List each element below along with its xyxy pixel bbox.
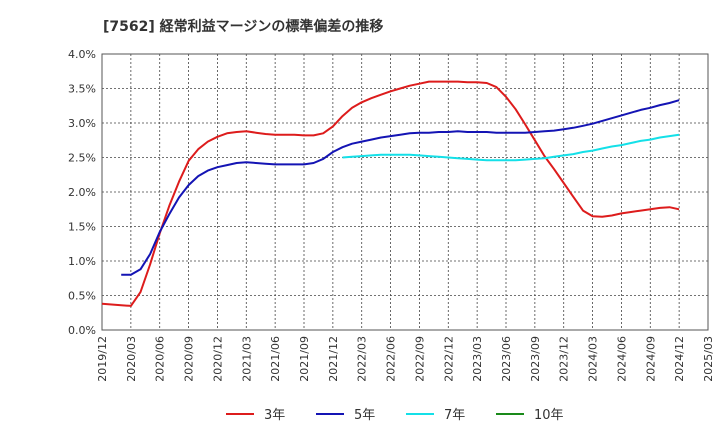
- y-tick-label: 0.0%: [68, 324, 96, 337]
- x-tick-label: 2019/12: [96, 336, 109, 382]
- x-tick-label: 2024/06: [615, 336, 628, 382]
- x-tick-label: 2023/03: [471, 336, 484, 382]
- y-tick-label: 1.5%: [68, 221, 96, 234]
- x-tick-label: 2021/12: [327, 336, 340, 382]
- x-tick-label: 2024/03: [587, 336, 600, 382]
- x-tick-label: 2021/06: [269, 336, 282, 382]
- y-tick-label: 2.0%: [68, 186, 96, 199]
- y-tick-label: 4.0%: [68, 48, 96, 61]
- y-tick-label: 2.5%: [68, 152, 96, 165]
- x-tick-label: 2024/09: [644, 336, 657, 382]
- y-tick-label: 3.5%: [68, 83, 96, 96]
- y-tick-label: 3.0%: [68, 117, 96, 130]
- x-tick-label: 2023/12: [558, 336, 571, 382]
- plot-area: 0.0% 0.5% 1.0% 1.5% 2.0% 2.5% 3.0% 3.5% 4.0% 2019…: [68, 48, 715, 382]
- y-tick-label: 1.0%: [68, 255, 96, 268]
- x-tick-label: 2022/03: [356, 336, 369, 382]
- legend: 3年 5年 7年 10年: [226, 408, 564, 423]
- x-tick-label: 2021/03: [240, 336, 253, 382]
- series-line-7年: [342, 133, 680, 162]
- x-tick-label: 2023/09: [529, 336, 542, 382]
- series-line-5年: [121, 99, 680, 276]
- y-tick-label: 0.5%: [68, 290, 96, 303]
- x-tick-label: 2022/09: [413, 336, 426, 382]
- x-tick-label: 2022/06: [385, 336, 398, 382]
- legend-label: 3年: [264, 408, 285, 423]
- chart-title: [7562] 経常利益マージンの標準偏差の推移: [103, 18, 383, 35]
- plot-border: [101, 53, 709, 331]
- x-tick-label: 2024/12: [673, 336, 686, 382]
- series-line-3年: [101, 80, 680, 307]
- x-tick-label: 2020/03: [125, 336, 138, 382]
- x-tick-label: 2020/12: [211, 336, 224, 382]
- x-tick-label: 2025/03: [702, 336, 715, 382]
- legend-label: 10年: [534, 408, 564, 423]
- legend-label: 5年: [354, 408, 375, 423]
- x-tick-label: 2021/09: [298, 336, 311, 382]
- x-tick-label: 2023/06: [500, 336, 513, 382]
- x-tick-label: 2022/12: [442, 336, 455, 382]
- x-tick-label: 2020/09: [183, 336, 196, 382]
- legend-label: 7年: [444, 408, 465, 423]
- x-tick-label: 2020/06: [154, 336, 167, 382]
